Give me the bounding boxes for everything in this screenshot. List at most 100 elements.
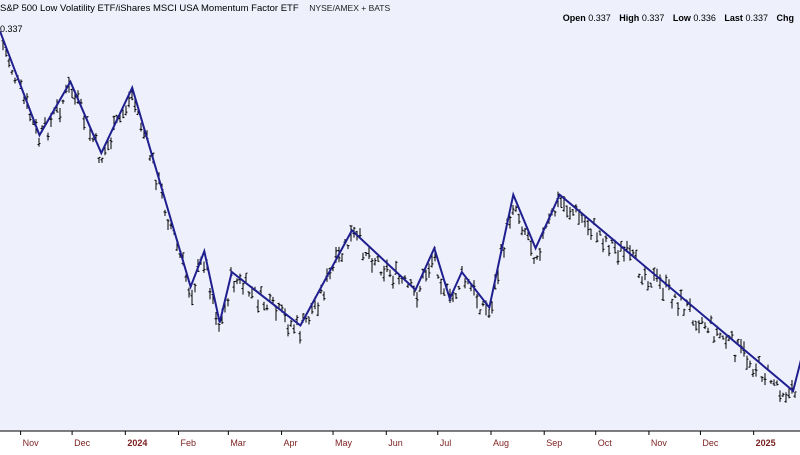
price-bar	[604, 235, 608, 243]
price-bar	[298, 331, 302, 344]
price-bar	[427, 263, 431, 278]
price-bar	[163, 209, 167, 216]
price-bar	[286, 324, 290, 337]
price-bar	[751, 369, 755, 377]
price-bar	[346, 244, 350, 250]
price-bar	[340, 253, 344, 263]
price-bar	[232, 280, 236, 293]
price-bar	[535, 255, 539, 260]
price-bar	[733, 354, 737, 363]
price-bar	[202, 261, 206, 273]
price-bar	[682, 308, 686, 316]
price-bar	[187, 287, 191, 298]
price-bar	[586, 220, 590, 236]
price-bar	[424, 269, 428, 282]
price-bar	[754, 363, 758, 377]
x-tick-label: 2024	[127, 438, 147, 448]
price-bar	[370, 258, 374, 273]
price-bar	[364, 251, 368, 257]
price-bar	[724, 336, 728, 349]
price-bar	[154, 179, 158, 191]
price-bar	[508, 215, 512, 229]
price-bar	[190, 289, 194, 306]
chart-title: S&P 500 Low Volatility ETF/iShares MSCI …	[0, 3, 390, 14]
price-bar	[463, 278, 467, 289]
price-bar	[262, 301, 266, 311]
price-bar	[778, 390, 782, 402]
price-bar	[193, 283, 197, 293]
price-bar	[265, 304, 269, 311]
price-bar	[256, 299, 260, 313]
price-bar	[514, 205, 518, 212]
price-bar	[361, 252, 365, 261]
price-bar	[694, 320, 698, 331]
high-label: High	[619, 13, 640, 23]
price-bar	[388, 269, 392, 278]
price-bar	[247, 291, 251, 297]
price-bar	[10, 69, 14, 75]
price-bar	[760, 376, 764, 382]
x-tick-label: Mar	[230, 438, 246, 448]
price-bar	[601, 238, 605, 253]
price-bar	[367, 245, 371, 259]
price-bar	[730, 330, 734, 339]
price-bar	[475, 293, 479, 309]
price-bar	[748, 360, 752, 368]
price-bar	[634, 249, 638, 259]
x-tick-label: Apr	[284, 438, 298, 448]
price-bar	[784, 392, 788, 403]
price-bar	[268, 293, 272, 301]
price-bar	[712, 336, 716, 343]
price-bar	[661, 287, 665, 301]
price-bar	[307, 316, 311, 325]
price-bar	[670, 298, 674, 309]
x-tick-label: Feb	[181, 438, 197, 448]
price-bar	[529, 240, 533, 256]
exchange-label: NYSE/AMEX + BATS	[309, 3, 391, 13]
price-bar	[763, 373, 767, 386]
price-bar	[598, 230, 602, 236]
price-bar	[277, 302, 281, 309]
price-bar	[244, 272, 248, 283]
price-bar	[673, 293, 677, 298]
price-bar	[316, 302, 320, 317]
price-bar	[718, 332, 722, 339]
price-bar	[676, 302, 680, 316]
price-bar	[706, 327, 710, 334]
price-bar	[439, 278, 443, 295]
price-bar	[532, 257, 536, 264]
price-bar	[637, 273, 641, 279]
price-bar	[538, 247, 542, 261]
price-bar	[91, 137, 95, 143]
price-bar	[97, 156, 101, 164]
price-bar	[478, 309, 482, 315]
price-bar	[289, 319, 293, 327]
price-bar	[481, 301, 485, 307]
price-bar	[217, 323, 221, 332]
price-bar	[511, 204, 515, 215]
price-bar	[442, 288, 446, 296]
x-tick-label: Nov	[23, 438, 40, 448]
price-bar	[208, 288, 212, 300]
x-tick-label: Dec	[702, 438, 719, 448]
x-axis: Nov Dec 2024 Feb Mar Apr May Jun Jul Aug Sep Oct Nov…	[0, 430, 800, 448]
open-label: Open	[562, 13, 586, 23]
price-bar	[502, 246, 506, 258]
x-tick-label: 2025	[756, 438, 776, 448]
price-bar	[391, 275, 395, 289]
last-value: 0.337	[745, 13, 768, 23]
price-bar	[679, 289, 683, 301]
x-tick-label: Sep	[546, 438, 562, 448]
x-tick-label: Jul	[440, 438, 452, 448]
price-bar	[259, 286, 263, 295]
x-tick-label: Dec	[74, 438, 91, 448]
price-bar	[757, 355, 761, 362]
low-value: 0.336	[693, 13, 716, 23]
price-bar	[385, 259, 389, 273]
price-bar	[781, 392, 785, 397]
price-bar	[769, 379, 773, 384]
x-tick-label: Aug	[493, 438, 509, 448]
price-bar	[61, 99, 65, 104]
price-bar	[745, 355, 749, 370]
